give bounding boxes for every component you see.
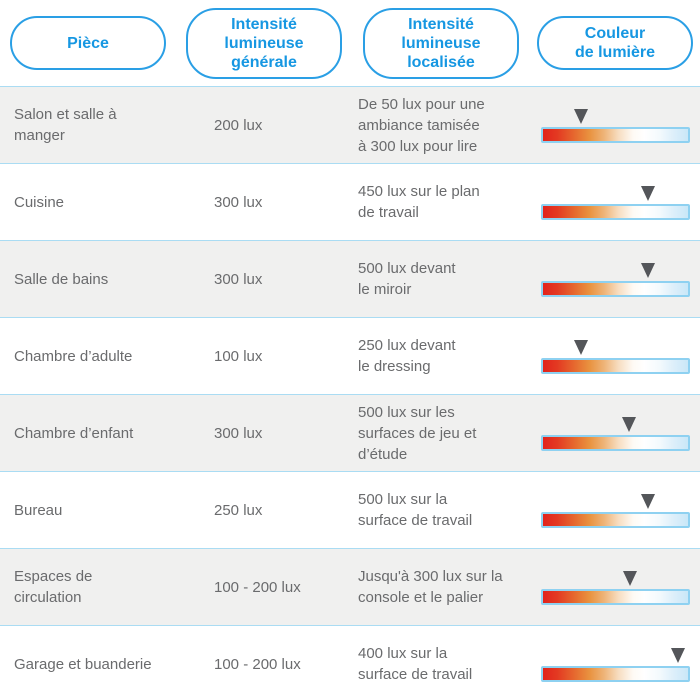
room-name: Garage et buanderie xyxy=(14,655,152,673)
light-color-scale xyxy=(541,570,690,605)
light-color-scale xyxy=(541,339,690,374)
general-intensity-value: 250 lux xyxy=(214,501,263,519)
light-color-scale xyxy=(541,108,690,143)
general-intensity-value: 300 lux xyxy=(214,193,263,211)
column-header-localized-intensity-label: Intensité lumineuse localisée xyxy=(401,15,481,71)
room-name: Cuisine xyxy=(14,193,65,211)
localized-intensity-value: 250 lux devant le dressing xyxy=(358,337,456,375)
light-color-scale xyxy=(541,416,690,451)
table-row-salle-de-bains: Salle de bains 300 lux 500 lux devant le… xyxy=(0,240,700,317)
table-row-espaces-circulation: Espaces de circulation 100 - 200 lux Jus… xyxy=(0,548,700,625)
marker-triangle-icon xyxy=(641,262,656,278)
marker-triangle-icon xyxy=(641,185,656,201)
general-intensity-value: 300 lux xyxy=(214,270,263,288)
general-intensity-value: 100 lux xyxy=(214,347,263,365)
localized-intensity-value: 450 lux sur le plan de travail xyxy=(358,183,480,221)
color-gradient-bar xyxy=(541,280,690,297)
marker-triangle-icon xyxy=(574,108,589,124)
localized-intensity-value: 500 lux sur la surface de travail xyxy=(358,491,473,529)
localized-intensity-value: 500 lux devant le miroir xyxy=(358,260,456,298)
light-color-scale xyxy=(541,262,690,297)
column-header-localized-intensity: Intensité lumineuse localisée xyxy=(363,7,519,79)
general-intensity-value: 100 - 200 lux xyxy=(214,578,301,596)
general-intensity-value: 100 - 200 lux xyxy=(214,655,301,673)
marker-triangle-icon xyxy=(623,570,638,586)
color-gradient-bar xyxy=(541,126,690,143)
localized-intensity-value: De 50 lux pour une ambiance tamisée à 30… xyxy=(358,95,485,155)
marker-triangle-icon xyxy=(574,339,589,355)
room-name: Espaces de circulation xyxy=(14,568,93,606)
color-gradient-bar xyxy=(541,203,690,220)
column-header-piece: Pièce xyxy=(10,16,166,70)
light-color-scale xyxy=(541,647,690,682)
marker-triangle-icon xyxy=(671,647,686,663)
color-gradient-bar xyxy=(541,511,690,528)
marker-triangle-icon xyxy=(621,416,636,432)
localized-intensity-value: Jusqu'à 300 lux sur la console et le pal… xyxy=(358,568,503,606)
column-header-light-color: Couleur de lumière xyxy=(537,16,693,70)
table-row-chambre-adulte: Chambre d’adulte 100 lux 250 lux devant … xyxy=(0,317,700,394)
column-header-piece-label: Pièce xyxy=(67,34,109,52)
room-name: Chambre d’adulte xyxy=(14,347,133,365)
color-gradient-bar xyxy=(541,665,690,682)
marker-triangle-icon xyxy=(641,493,656,509)
column-header-light-color-label: Couleur de lumière xyxy=(574,25,656,61)
light-color-scale xyxy=(541,493,690,528)
localized-intensity-value: 400 lux sur la surface de travail xyxy=(358,645,473,683)
table-row-chambre-enfant: Chambre d’enfant 300 lux 500 lux sur les… xyxy=(0,394,700,471)
room-name: Salle de bains xyxy=(14,270,109,288)
color-gradient-bar xyxy=(541,434,690,451)
general-intensity-value: 200 lux xyxy=(214,116,263,134)
table-row-bureau: Bureau 250 lux 500 lux sur la surface de… xyxy=(0,471,700,548)
localized-intensity-value: 500 lux sur les surfaces de jeu et d’étu… xyxy=(358,403,477,463)
room-name: Chambre d’enfant xyxy=(14,424,134,442)
light-color-scale xyxy=(541,185,690,220)
color-gradient-bar xyxy=(541,357,690,374)
table-row-cuisine: Cuisine 300 lux 450 lux sur le plan de t… xyxy=(0,163,700,240)
table-row-garage-buanderie: Garage et buanderie 100 - 200 lux 400 lu… xyxy=(0,625,700,700)
table-header: Pièce Intensité lumineuse générale Inten… xyxy=(0,0,700,86)
color-gradient-bar xyxy=(541,588,690,605)
room-name: Bureau xyxy=(14,501,63,519)
room-name: Salon et salle à manger xyxy=(14,106,117,144)
general-intensity-value: 300 lux xyxy=(214,424,263,442)
table-row-salon: Salon et salle à manger 200 lux De 50 lu… xyxy=(0,86,700,163)
column-header-general-intensity-label: Intensité lumineuse générale xyxy=(224,15,304,71)
column-header-general-intensity: Intensité lumineuse générale xyxy=(186,7,342,79)
